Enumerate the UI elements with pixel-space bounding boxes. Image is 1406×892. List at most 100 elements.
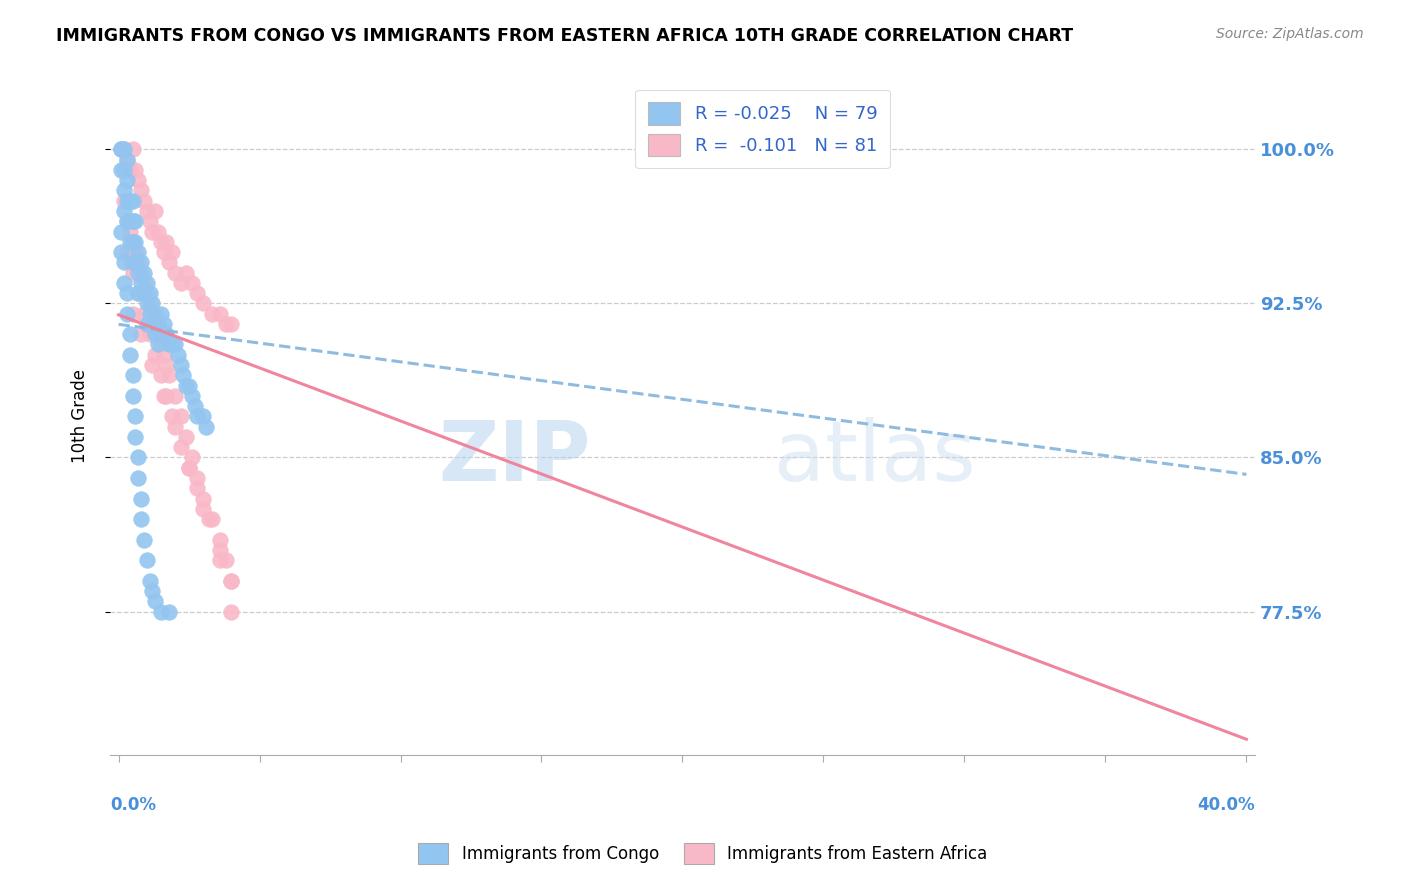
Point [129,491,152,506]
Point [146,317,169,331]
Point [155,389,177,403]
Point [138,574,160,588]
Point [169,440,191,454]
Point [118,194,141,208]
Point [115,286,138,301]
Point [124,235,146,249]
Point [124,255,146,269]
Point [143,327,166,342]
Point [177,460,200,475]
Point [141,317,163,331]
Point [110,162,132,177]
Point [169,358,191,372]
Point [152,245,174,260]
Point [149,368,172,383]
Point [186,481,208,495]
Point [141,584,163,599]
Legend: R = -0.025    N = 79, R =  -0.101   N = 81: R = -0.025 N = 79, R = -0.101 N = 81 [636,90,890,169]
Point [121,368,143,383]
Point [121,214,143,228]
Point [129,512,152,526]
Point [149,337,172,351]
Point [121,194,143,208]
Point [209,307,232,321]
Point [132,266,155,280]
Point [112,276,135,290]
Point [124,214,146,228]
Point [115,245,138,260]
Point [129,255,152,269]
Point [200,307,222,321]
Point [149,605,172,619]
Point [163,419,186,434]
Point [186,471,208,485]
Point [186,409,208,424]
Text: 40.0%: 40.0% [1198,796,1256,814]
Point [197,512,219,526]
Point [129,276,152,290]
Point [143,204,166,219]
Point [160,245,183,260]
Point [115,173,138,187]
Point [155,327,177,342]
Point [129,183,152,197]
Point [112,183,135,197]
Point [160,409,183,424]
Point [112,142,135,156]
Point [146,327,169,342]
Point [163,266,186,280]
Point [138,286,160,301]
Point [191,409,214,424]
Point [118,327,141,342]
Point [112,162,135,177]
Point [180,276,202,290]
Point [127,286,149,301]
Point [115,153,138,167]
Legend: Immigrants from Congo, Immigrants from Eastern Africa: Immigrants from Congo, Immigrants from E… [412,837,994,871]
Point [118,348,141,362]
Point [135,204,157,219]
Point [115,153,138,167]
Point [112,194,135,208]
Point [110,142,132,156]
Point [141,225,163,239]
Point [127,286,149,301]
Point [124,245,146,260]
Point [135,317,157,331]
Point [209,543,232,558]
Point [124,430,146,444]
Point [143,317,166,331]
Point [141,358,163,372]
Point [152,317,174,331]
Point [146,225,169,239]
Point [121,266,143,280]
Point [112,255,135,269]
Text: atlas: atlas [775,417,976,498]
Point [200,512,222,526]
Point [129,266,152,280]
Point [138,214,160,228]
Point [115,214,138,228]
Point [118,214,141,228]
Point [172,368,194,383]
Point [221,574,243,588]
Point [110,245,132,260]
Point [152,348,174,362]
Point [152,389,174,403]
Point [118,225,141,239]
Point [138,307,160,321]
Point [118,162,141,177]
Point [163,389,186,403]
Point [155,235,177,249]
Point [166,348,188,362]
Text: ZIP: ZIP [439,417,591,498]
Point [183,399,205,413]
Point [209,533,232,547]
Point [127,266,149,280]
Point [110,225,132,239]
Point [121,235,143,249]
Point [149,235,172,249]
Point [132,307,155,321]
Point [127,245,149,260]
Point [215,317,238,331]
